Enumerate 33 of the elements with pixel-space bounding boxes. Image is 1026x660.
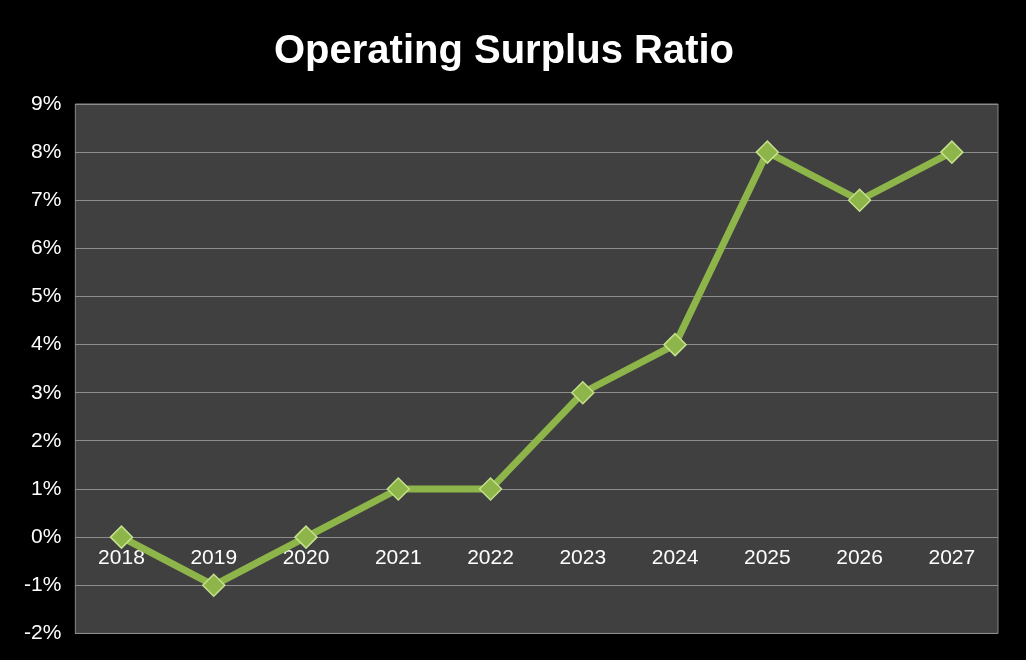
y-tick-label: -2%: [23, 620, 62, 644]
point: [109, 525, 134, 549]
point: [940, 140, 964, 164]
point: [571, 381, 595, 405]
y-tick-label: 1%: [30, 475, 62, 499]
x-tick-label: 2021: [374, 544, 422, 568]
chart-title: Operating Surplus Ratio: [273, 27, 735, 72]
x-tick-label: 2027: [928, 544, 976, 568]
x-tick-label: 2024: [651, 544, 699, 568]
x-tick-label: 2020: [282, 544, 330, 568]
y-tick-label: 5%: [30, 283, 62, 307]
point: [386, 477, 411, 501]
y-tick-label: 8%: [30, 138, 62, 162]
y-tick-label: 9%: [30, 90, 62, 114]
x-tick-label: 2019: [190, 544, 238, 568]
x-tick-label: 2018: [98, 544, 145, 568]
y-tick-label: 6%: [30, 235, 62, 259]
point: [755, 140, 780, 164]
point: [847, 188, 872, 213]
point: [663, 332, 687, 357]
point: [201, 573, 226, 598]
point: [294, 525, 318, 549]
y-tick-label: 0%: [30, 523, 62, 547]
point: [478, 477, 503, 501]
y-tick-label: 2%: [30, 427, 62, 451]
x-tick-label: 2026: [836, 544, 883, 568]
x-tick-label: 2023: [559, 544, 607, 568]
y-tick-label: 7%: [30, 187, 62, 211]
y-tick-label: 4%: [30, 331, 62, 355]
x-tick-label: 2022: [467, 544, 514, 568]
y-tick-label: 3%: [30, 379, 62, 403]
y-tick-label: -1%: [23, 572, 62, 596]
x-tick-label: 2025: [743, 544, 791, 568]
